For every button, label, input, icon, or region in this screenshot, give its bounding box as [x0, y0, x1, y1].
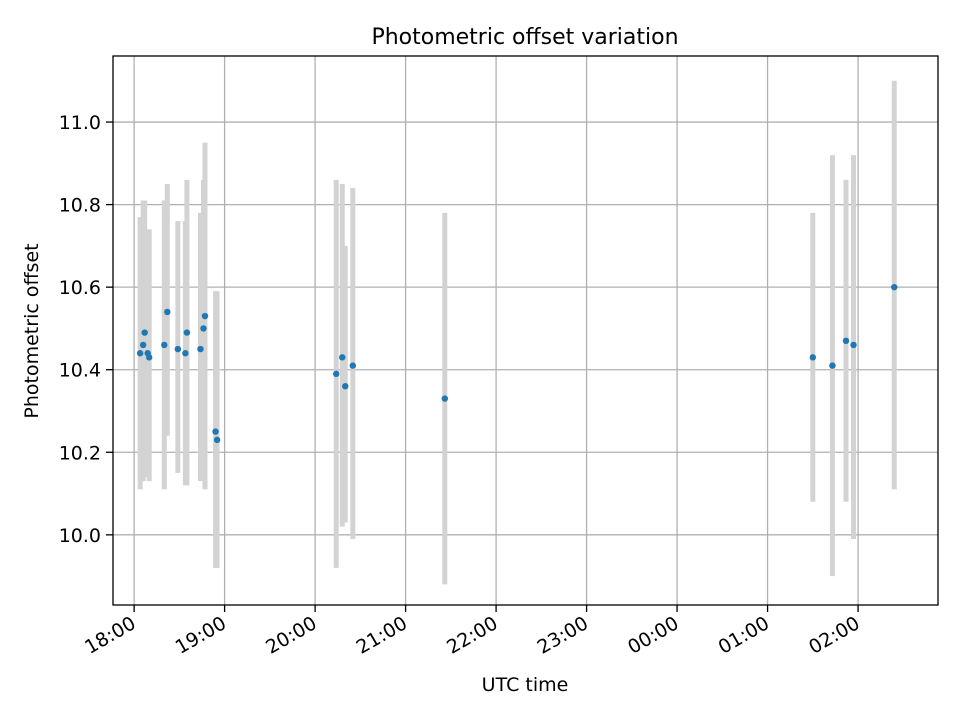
data-point [174, 345, 182, 353]
data-point [201, 312, 209, 320]
y-axis-label: Photometric offset [21, 243, 43, 418]
chart-title: Photometric offset variation [371, 25, 678, 50]
y-tick-label: 10.6 [59, 277, 101, 299]
x-axis-label: UTC time [482, 674, 569, 696]
data-point [842, 337, 850, 345]
data-point [197, 345, 204, 353]
grid [113, 56, 938, 605]
data-point [850, 341, 857, 349]
data-points [136, 283, 898, 444]
y-tick-label: 11.0 [59, 112, 101, 134]
y-tick-label: 10.8 [59, 195, 101, 217]
data-point [441, 395, 449, 402]
y-tick-label: 10.2 [59, 442, 101, 464]
data-point [891, 283, 898, 291]
data-point [141, 329, 148, 336]
y-tick-label: 10.4 [59, 360, 101, 382]
data-point [339, 354, 346, 361]
data-point [136, 350, 144, 357]
y-tick-label: 10.0 [59, 525, 101, 547]
data-point [342, 383, 349, 390]
data-point [349, 362, 357, 369]
y-axis-ticks: 10.0 10.2 10.4 10.6 10.8 11.0 [59, 112, 113, 547]
data-point [333, 370, 340, 378]
data-point [183, 329, 191, 336]
data-point [200, 325, 207, 332]
data-point [161, 341, 168, 349]
plot-frame [112, 55, 939, 606]
data-point [139, 341, 147, 349]
data-point [164, 308, 171, 316]
data-point [145, 354, 153, 361]
data-point [182, 350, 189, 357]
data-point [213, 436, 221, 444]
data-point [829, 362, 836, 369]
data-point [809, 354, 817, 361]
data-point [212, 428, 219, 435]
